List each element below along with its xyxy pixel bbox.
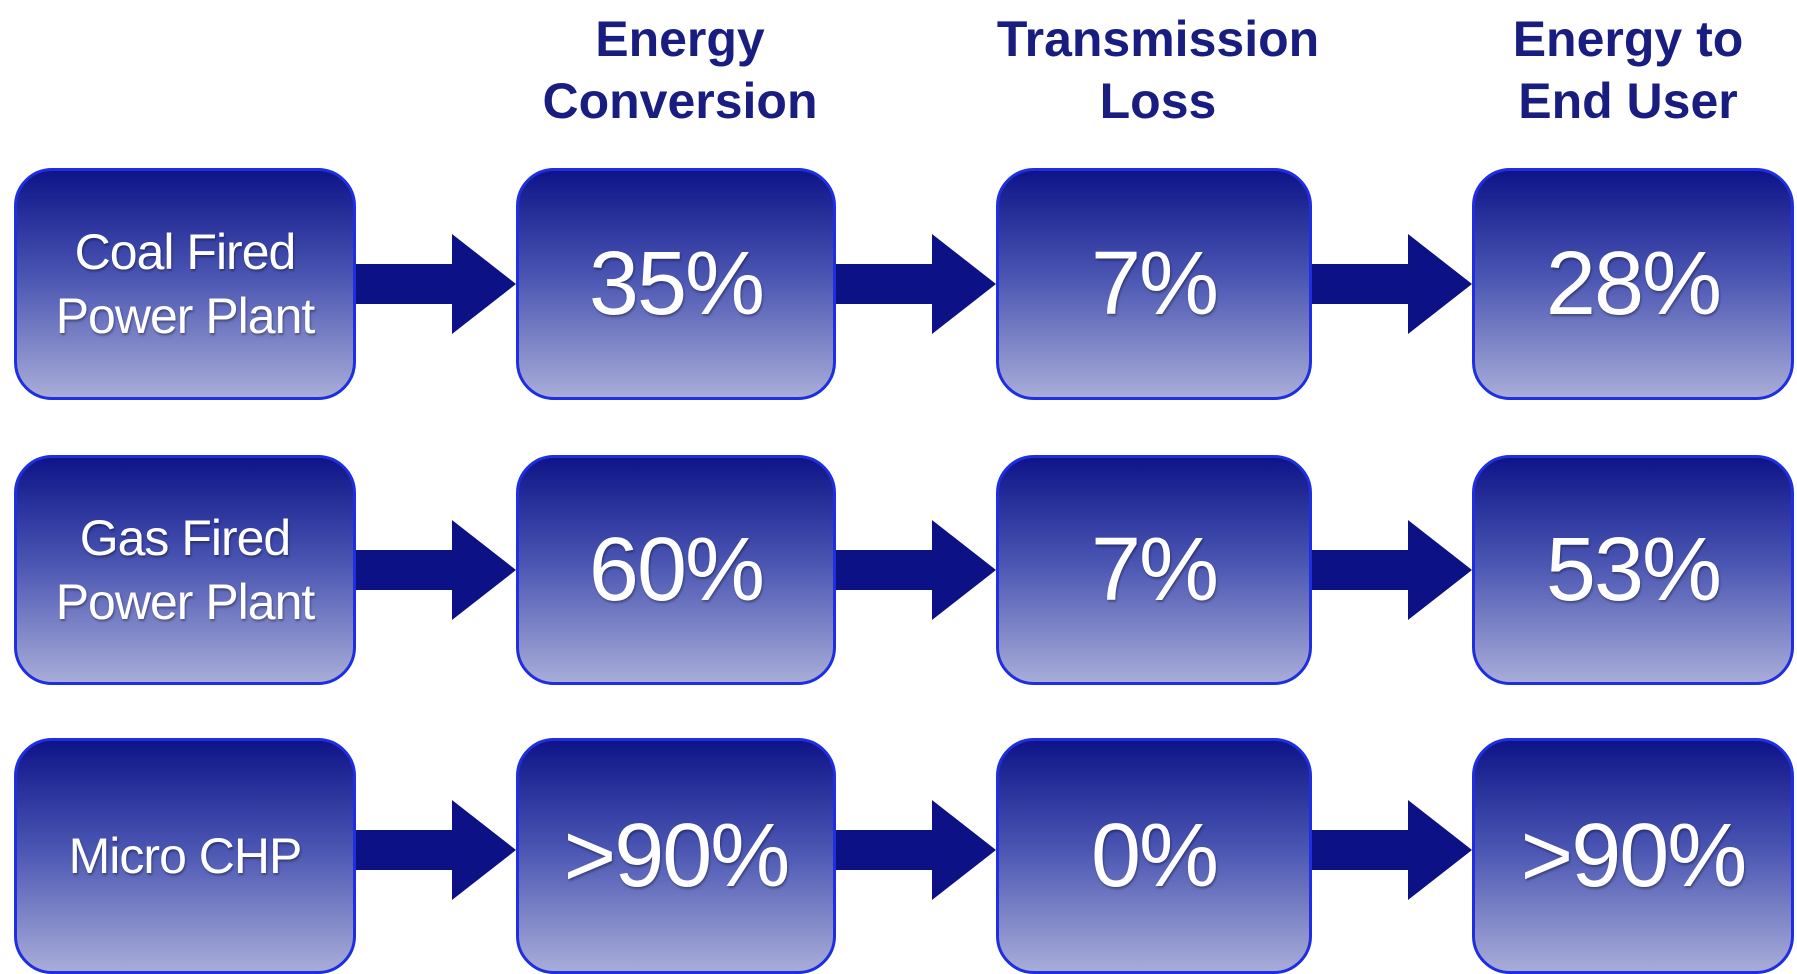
source-box-micro-chp: Micro CHP [14,738,356,974]
source-label-line-2: Power Plant [55,288,316,344]
arrow-icon [1312,234,1472,334]
end-user-box-gas: 53% [1472,455,1794,685]
transmission-box-gas: 7% [996,455,1312,685]
transmission-box-coal: 7% [996,168,1312,400]
arrow-icon [836,800,996,900]
conversion-box-micro-chp: >90% [516,738,836,974]
source-label-line-1: Micro CHP [68,828,303,884]
source-label-line-2: Power Plant [55,574,316,630]
arrow-icon [356,520,516,620]
header-line-1: Transmission [996,11,1320,67]
source-label-line-1: Gas Fired [79,510,292,566]
header-line-2: Conversion [542,73,818,129]
header-line-2: End User [1518,73,1738,129]
arrow-icon [356,800,516,900]
source-box-gas: Gas Fired Power Plant [14,455,356,685]
source-box-coal: Coal Fired Power Plant [14,168,356,400]
arrow-icon [836,234,996,334]
header-transmission-loss: Transmission Loss [978,8,1338,132]
header-line-1: Energy [595,11,765,67]
end-user-box-coal: 28% [1472,168,1794,400]
arrow-icon [1312,520,1472,620]
header-line-1: Energy to [1512,11,1744,67]
source-label-line-1: Coal Fired [74,224,297,280]
conversion-box-gas: 60% [516,455,836,685]
arrow-icon [1312,800,1472,900]
arrow-icon [356,234,516,334]
conversion-box-coal: 35% [516,168,836,400]
arrow-icon [836,520,996,620]
header-energy-conversion: Energy Conversion [500,8,860,132]
transmission-box-micro-chp: 0% [996,738,1312,974]
header-energy-to-end-user: Energy to End User [1448,8,1797,132]
header-line-2: Loss [1099,73,1217,129]
end-user-box-micro-chp: >90% [1472,738,1794,974]
